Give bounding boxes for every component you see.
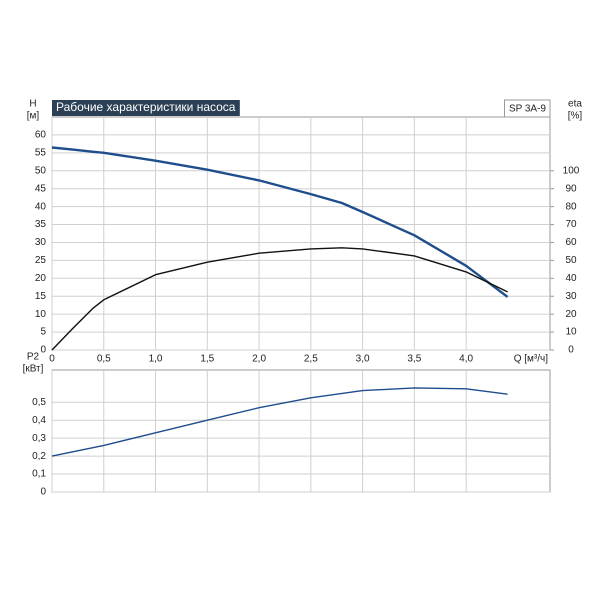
y2-tick-label: 0 xyxy=(568,345,574,356)
y-tick-label: 0,5 xyxy=(32,397,46,408)
y-tick-label: 0,1 xyxy=(32,469,46,480)
y2-tick-label: 50 xyxy=(565,255,577,266)
y-tick-label: 5 xyxy=(40,327,46,338)
x-tick-label: 0,5 xyxy=(97,354,111,365)
y2-tick-label: 70 xyxy=(565,219,577,230)
y-tick-label: 40 xyxy=(35,201,47,212)
y-axis-unit: [кВт] xyxy=(23,364,44,375)
y-tick-label: 60 xyxy=(35,130,47,141)
y-tick-label: 30 xyxy=(35,237,47,248)
y-tick-label: 20 xyxy=(35,273,47,284)
y2-tick-label: 100 xyxy=(563,165,580,176)
y-tick-label: 25 xyxy=(35,255,47,266)
y2-axis-unit: [%] xyxy=(568,111,583,122)
y2-tick-label: 20 xyxy=(565,309,577,320)
model-box xyxy=(504,99,551,118)
x-axis-label: Q [м³/ч] xyxy=(514,354,549,365)
y-tick-label: 10 xyxy=(35,309,47,320)
chart-title: Рабочие характеристики насоса xyxy=(56,100,236,114)
curve xyxy=(51,387,508,457)
curve xyxy=(51,146,509,298)
x-tick-label: 1,5 xyxy=(200,354,214,365)
y-tick-label: 0,2 xyxy=(32,451,46,462)
y2-tick-label: 30 xyxy=(565,291,577,302)
y-tick-label: 0,3 xyxy=(32,433,46,444)
x-tick-label: 2,5 xyxy=(304,354,318,365)
x-tick-label: 3,0 xyxy=(356,354,370,365)
x-tick-label: 1,0 xyxy=(149,354,163,365)
y2-tick-label: 10 xyxy=(565,327,577,338)
y-axis-label: H xyxy=(29,99,36,110)
x-tick-label: 0 xyxy=(49,354,55,365)
title-box xyxy=(52,100,240,116)
y-tick-label: 0 xyxy=(40,345,46,356)
y2-tick-label: 90 xyxy=(565,183,577,194)
y-tick-label: 15 xyxy=(35,291,47,302)
y-tick-label: 55 xyxy=(35,147,47,158)
model-label: SP 3A-9 xyxy=(509,104,546,115)
y-tick-label: 35 xyxy=(35,219,47,230)
y-axis-unit: [м] xyxy=(27,111,40,122)
y2-tick-label: 40 xyxy=(565,273,577,284)
y-tick-label: 0,4 xyxy=(32,415,46,426)
y2-tick-label: 60 xyxy=(565,237,577,248)
y2-axis-label: eta xyxy=(568,99,582,110)
plot-area xyxy=(51,116,551,351)
y-tick-label: 45 xyxy=(35,183,47,194)
x-tick-label: 4,0 xyxy=(459,354,473,365)
x-tick-label: 2,0 xyxy=(252,354,266,365)
y-axis-label: P2 xyxy=(27,352,40,363)
y-tick-label: 0 xyxy=(40,487,46,498)
y2-tick-label: 80 xyxy=(565,201,577,212)
x-tick-label: 3,5 xyxy=(407,354,421,365)
y-tick-label: 50 xyxy=(35,165,47,176)
curve xyxy=(51,247,508,351)
plot-area xyxy=(51,369,551,493)
